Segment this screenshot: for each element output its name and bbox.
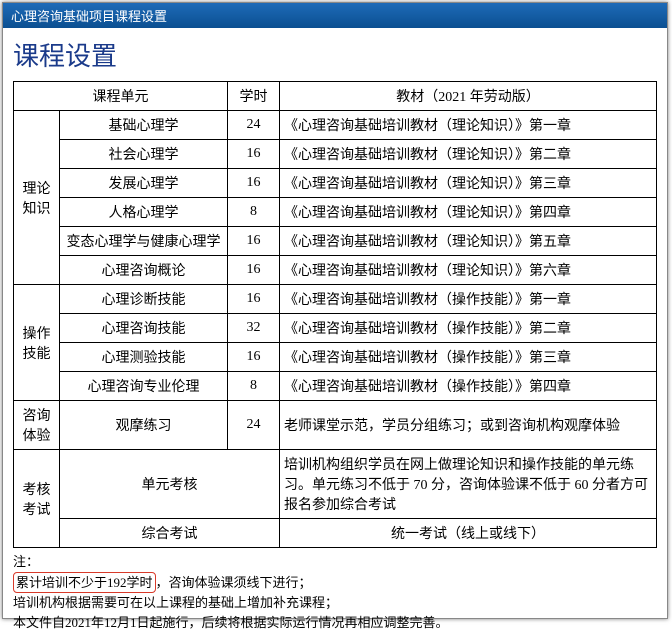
hours-cell: 16: [228, 169, 280, 198]
material-cell: 《心理咨询基础培训教材（理论知识）》第五章: [280, 227, 657, 256]
page-title: 课程设置: [13, 36, 657, 73]
header-materials: 教材（2021 年劳动版）: [280, 82, 657, 111]
material-cell: 统一考试（线上或线下）: [280, 519, 657, 548]
table-row: 心理咨询专业伦理8《心理咨询基础培训教材（操作技能）》第四章: [14, 372, 657, 401]
unit-cell: 心理测验技能: [60, 343, 228, 372]
material-cell: 《心理咨询基础培训教材（理论知识）》第三章: [280, 169, 657, 198]
table-row: 操作技能心理诊断技能16《心理咨询基础培训教材（操作技能）》第一章: [14, 285, 657, 314]
unit-cell: 心理咨询技能: [60, 314, 228, 343]
unit-cell: 单元考核: [60, 450, 280, 519]
material-cell: 《心理咨询基础培训教材（操作技能）》第一章: [280, 285, 657, 314]
material-cell: 《心理咨询基础培训教材（理论知识）》第二章: [280, 140, 657, 169]
material-cell: 《心理咨询基础培训教材（操作技能）》第三章: [280, 343, 657, 372]
unit-cell: 心理诊断技能: [60, 285, 228, 314]
table-row: 心理咨询技能32《心理咨询基础培训教材（操作技能）》第二章: [14, 314, 657, 343]
notes-line1-rest: ，咨询体验课须线下进行；: [156, 575, 312, 590]
notes-block: 注： 累计培训不少于192学时，咨询体验课须线下进行； 培训机构根据需要可在以上…: [13, 552, 657, 632]
category-cell: 操作技能: [14, 285, 60, 401]
notes-line2: 培训机构根据需要可在以上课程的基础上增加补充课程；: [13, 595, 338, 610]
material-cell: 《心理咨询基础培训教材（理论知识）》第一章: [280, 111, 657, 140]
table-row: 综合考试统一考试（线上或线下）: [14, 519, 657, 548]
unit-cell: 变态心理学与健康心理学: [60, 227, 228, 256]
table-row: 考核考试单元考核培训机构组织学员在网上做理论知识和操作技能的单元练习。单元练习不…: [14, 450, 657, 519]
material-cell: 老师课堂示范，学员分组练习；或到咨询机构观摩体验: [280, 401, 657, 450]
unit-cell: 基础心理学: [60, 111, 228, 140]
hours-cell: 24: [228, 401, 280, 450]
hours-cell: 24: [228, 111, 280, 140]
unit-cell: 发展心理学: [60, 169, 228, 198]
table-body: 理论知识基础心理学24《心理咨询基础培训教材（理论知识）》第一章社会心理学16《…: [14, 111, 657, 548]
table-row: 咨询体验观摩练习24老师课堂示范，学员分组练习；或到咨询机构观摩体验: [14, 401, 657, 450]
unit-cell: 心理咨询概论: [60, 256, 228, 285]
hours-cell: 16: [228, 343, 280, 372]
category-cell: 咨询体验: [14, 401, 60, 450]
material-cell: 《心理咨询基础培训教材（操作技能）》第二章: [280, 314, 657, 343]
category-cell: 考核考试: [14, 450, 60, 548]
hours-cell: 32: [228, 314, 280, 343]
content-area: 课程设置 课程单元 学时 教材（2021 年劳动版） 理论知识基础心理学24《心…: [3, 28, 667, 638]
table-row: 心理咨询概论16《心理咨询基础培训教材（理论知识）》第六章: [14, 256, 657, 285]
unit-cell: 人格心理学: [60, 198, 228, 227]
notes-highlight: 累计培训不少于192学时: [13, 572, 156, 594]
hours-cell: 8: [228, 372, 280, 401]
unit-cell: 心理咨询专业伦理: [60, 372, 228, 401]
category-cell: 理论知识: [14, 111, 60, 285]
header-unit: 课程单元: [14, 82, 228, 111]
top-bar: 心理咨询基础项目课程设置: [3, 3, 667, 28]
material-cell: 培训机构组织学员在网上做理论知识和操作技能的单元练习。单元练习不低于 70 分，…: [280, 450, 657, 519]
table-row: 变态心理学与健康心理学16《心理咨询基础培训教材（理论知识）》第五章: [14, 227, 657, 256]
hours-cell: 16: [228, 285, 280, 314]
table-row: 心理测验技能16《心理咨询基础培训教材（操作技能）》第三章: [14, 343, 657, 372]
hours-cell: 8: [228, 198, 280, 227]
curriculum-table: 课程单元 学时 教材（2021 年劳动版） 理论知识基础心理学24《心理咨询基础…: [13, 81, 657, 548]
table-row: 理论知识基础心理学24《心理咨询基础培训教材（理论知识）》第一章: [14, 111, 657, 140]
unit-cell: 观摩练习: [60, 401, 228, 450]
hours-cell: 16: [228, 256, 280, 285]
hours-cell: 16: [228, 227, 280, 256]
material-cell: 《心理咨询基础培训教材（理论知识）》第四章: [280, 198, 657, 227]
table-row: 发展心理学16《心理咨询基础培训教材（理论知识）》第三章: [14, 169, 657, 198]
top-bar-title: 心理咨询基础项目课程设置: [11, 9, 167, 24]
table-row: 人格心理学8《心理咨询基础培训教材（理论知识）》第四章: [14, 198, 657, 227]
table-header-row: 课程单元 学时 教材（2021 年劳动版）: [14, 82, 657, 111]
notes-label: 注：: [13, 554, 39, 569]
unit-cell: 社会心理学: [60, 140, 228, 169]
notes-line3: 本文件自2021年12月1日起施行，后续将根据实际运行情况再相应调整完善。: [13, 615, 449, 630]
hours-cell: 16: [228, 140, 280, 169]
window-frame: 心理咨询基础项目课程设置 课程设置 课程单元 学时 教材（2021 年劳动版） …: [2, 2, 668, 619]
material-cell: 《心理咨询基础培训教材（操作技能）》第四章: [280, 372, 657, 401]
material-cell: 《心理咨询基础培训教材（理论知识）》第六章: [280, 256, 657, 285]
table-row: 社会心理学16《心理咨询基础培训教材（理论知识）》第二章: [14, 140, 657, 169]
unit-cell: 综合考试: [60, 519, 280, 548]
header-hours: 学时: [228, 82, 280, 111]
